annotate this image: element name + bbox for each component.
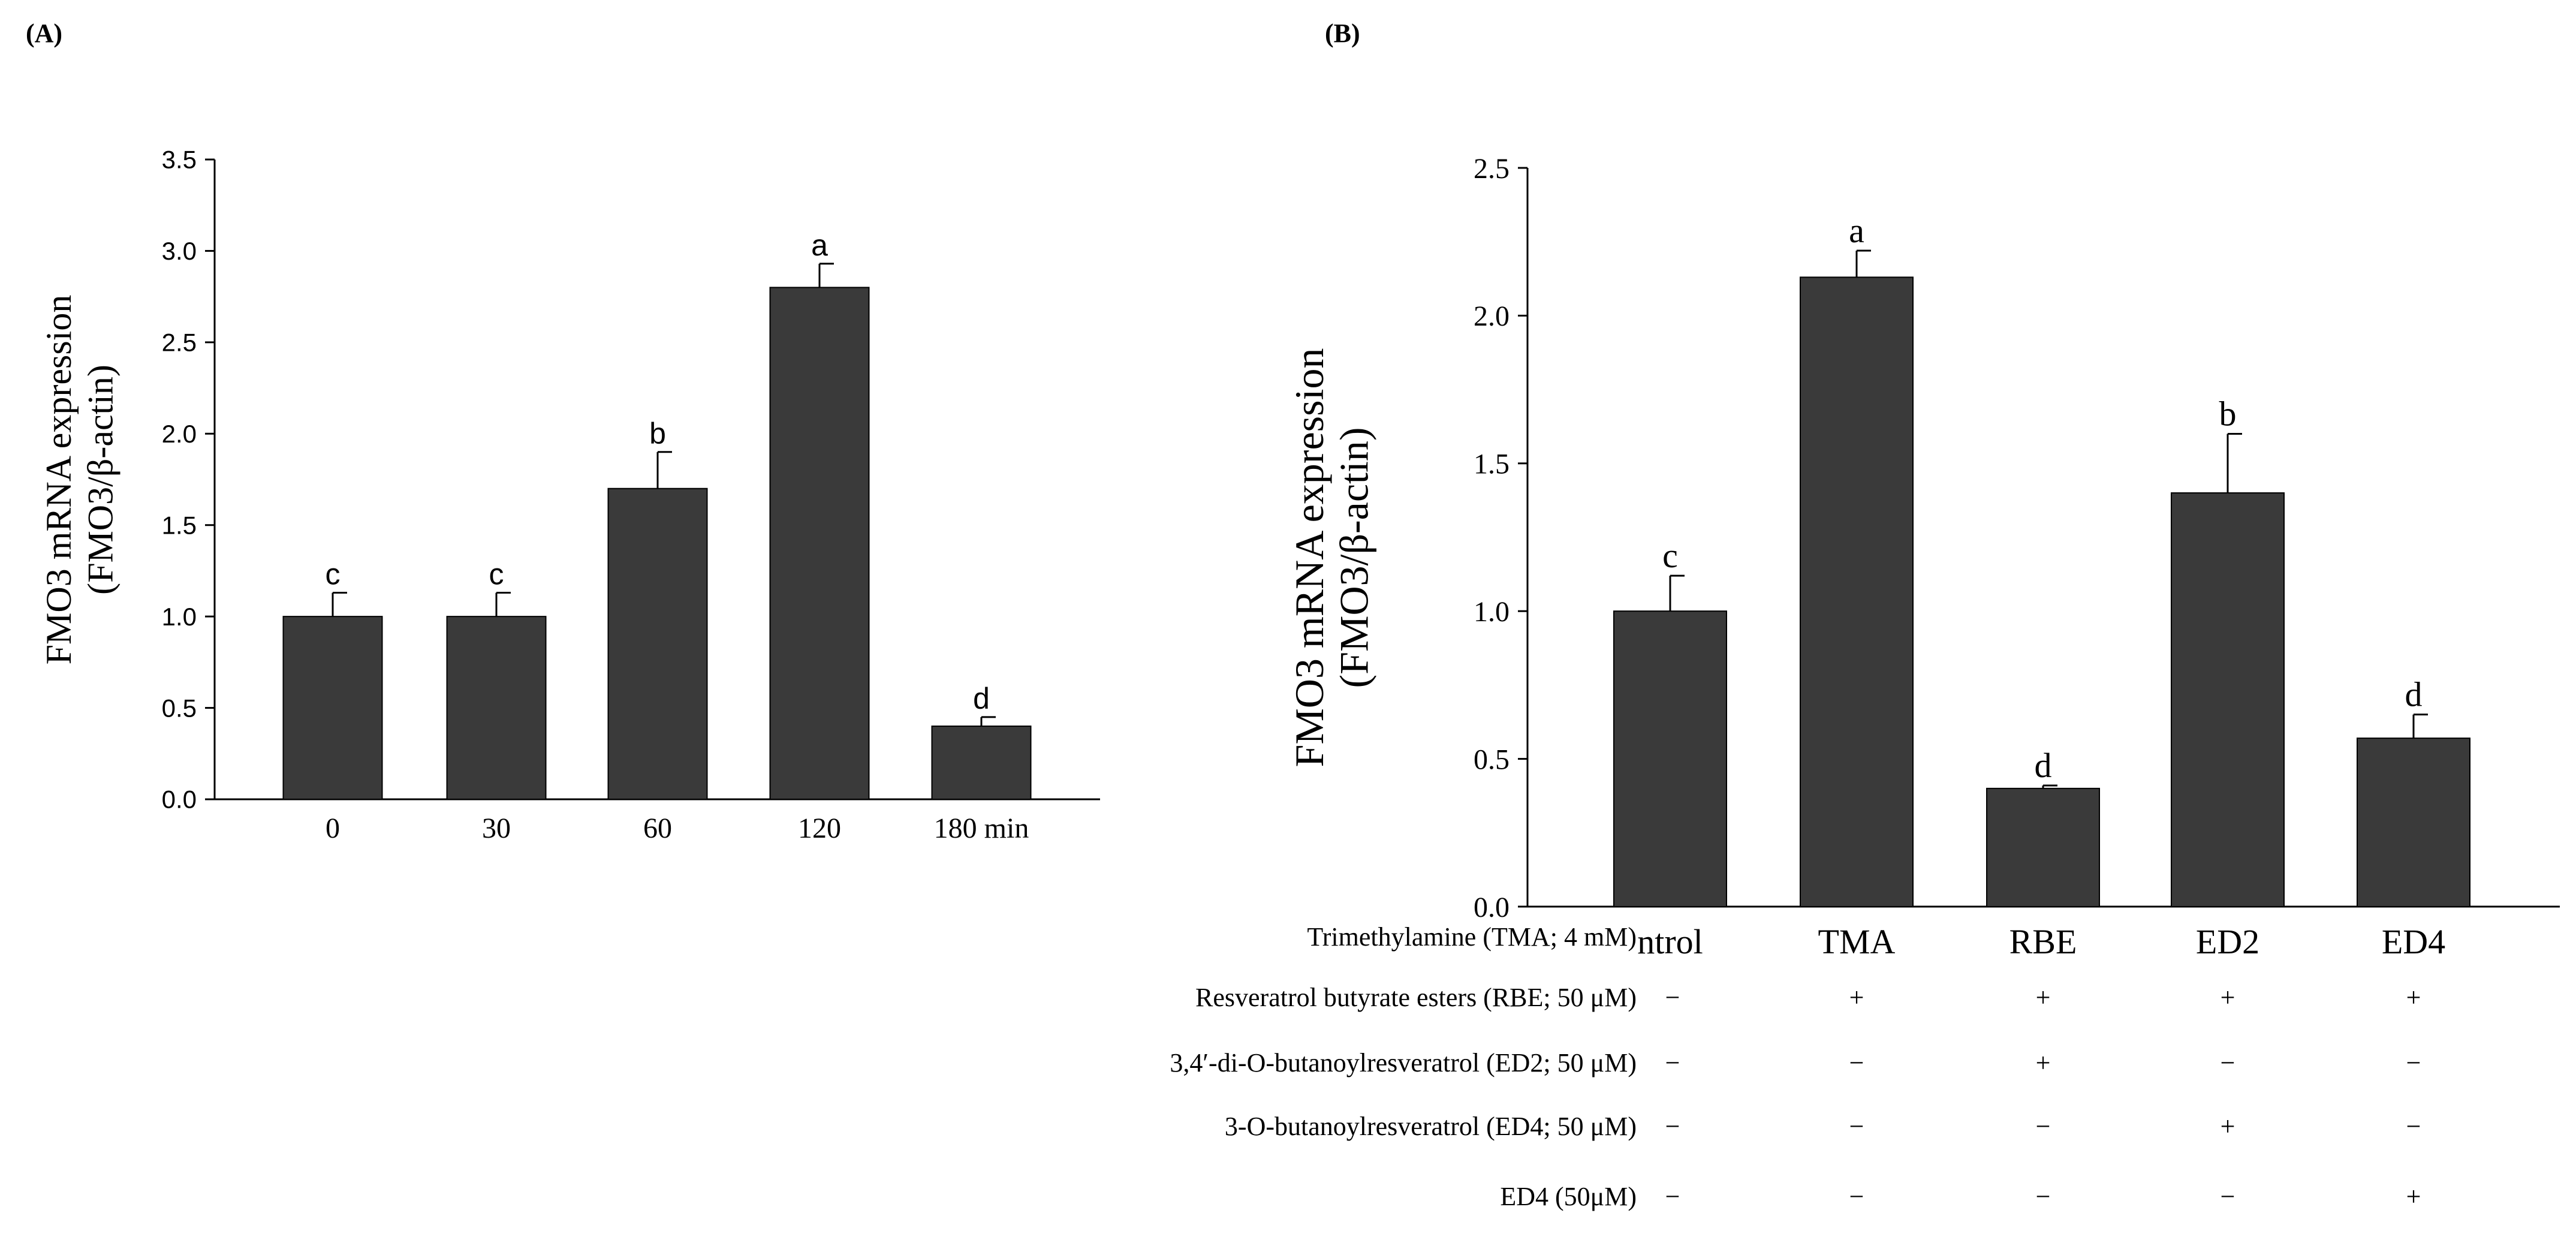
- treatment-mark: −: [1665, 983, 1680, 1012]
- panel-a-bar: [446, 616, 547, 800]
- panel-a-y-tick-label: 1.5: [162, 511, 197, 539]
- panel-a-category-label: 120: [798, 812, 841, 844]
- treatment-mark: +: [2221, 983, 2235, 1012]
- panel-b-category-label: ntrol: [1637, 922, 1703, 961]
- panel-a-y-axis-title-line1: FMO3 mRNA expression: [39, 295, 79, 665]
- panel-b-y-tick-label: 2.0: [1474, 300, 1510, 332]
- treatment-mark: −: [2221, 1048, 2235, 1078]
- panel-b-y-tick-label: 0.0: [1474, 892, 1510, 923]
- treatment-mark: +: [2406, 1182, 2421, 1211]
- panel-b-significance-letter: d: [2405, 675, 2423, 714]
- treatment-row-label: Trimethylamine (TMA; 4 mM): [1307, 922, 1637, 952]
- panel-a-bar: [282, 616, 383, 800]
- panel-b-category-label: ED4: [2382, 922, 2445, 961]
- treatment-row-label: ED4 (50μM): [1500, 1182, 1637, 1211]
- treatment-mark: −: [2406, 1112, 2421, 1141]
- treatment-mark: −: [1665, 1048, 1680, 1078]
- panel-b-bar: [1613, 610, 1727, 907]
- treatment-row-label: 3,4′-di-O-butanoylresveratrol (ED2; 50 μ…: [1170, 1048, 1637, 1078]
- panel-b-significance-letter: d: [2035, 746, 2052, 785]
- treatment-mark: −: [1665, 1112, 1680, 1141]
- panel-a-category-label: 30: [482, 812, 511, 844]
- panel-b-category-label: ED2: [2196, 922, 2259, 961]
- treatment-row-label: 3-O-butanoylresveratrol (ED4; 50 μM): [1225, 1112, 1637, 1141]
- treatment-mark: −: [2406, 1048, 2421, 1078]
- panel-b-significance-letter: b: [2219, 395, 2237, 434]
- panel-b-y-tick-label: 2.5: [1474, 153, 1510, 185]
- panel-a-y-tick-label: 2.5: [162, 329, 197, 357]
- panel-b-y-tick-label: 1.5: [1474, 449, 1510, 480]
- panel-b-bar: [1986, 787, 2100, 907]
- panel-a-category-label: 60: [643, 812, 672, 844]
- panel-b-significance-letter: a: [1849, 211, 1864, 250]
- panel-a-y-tick-label: 2.0: [162, 420, 197, 448]
- panel-b-bar: [2357, 738, 2470, 907]
- panel-a-bar: [769, 287, 870, 800]
- panel-a-significance-letter: c: [489, 558, 504, 591]
- panel-a-y-tick-label: 0.0: [162, 785, 197, 814]
- treatment-mark: −: [1849, 1048, 1864, 1078]
- panel-b-y-axis-title: FMO3 mRNA expression(FMO3/β-actin): [1287, 348, 1376, 768]
- treatment-mark: +: [2406, 983, 2421, 1012]
- panel-b-bar: [2171, 492, 2285, 907]
- treatment-mark: +: [2036, 1048, 2051, 1078]
- panel-b-label: (B): [1325, 19, 1360, 48]
- panel-a-y-axis-title-line2: (FMO3/β-actin): [80, 365, 120, 595]
- treatment-mark: −: [2221, 1182, 2235, 1211]
- panel-a-y-tick-label: 0.5: [162, 694, 197, 722]
- panel-a-y-axis-title: FMO3 mRNA expression (FMO3/β-actin): [39, 295, 120, 665]
- panel-b-category-label: RBE: [2009, 922, 2077, 961]
- treatment-mark: +: [2221, 1112, 2235, 1141]
- panel-b-bar: [1800, 276, 1914, 907]
- panel-b-y-tick-label: 0.5: [1474, 744, 1510, 775]
- panel-a-y-tick-label: 1.0: [162, 603, 197, 631]
- panel-a-y-tick-label: 3.5: [162, 146, 197, 174]
- panel-a-bar: [931, 726, 1032, 800]
- panel-a-bar: [607, 487, 708, 800]
- treatment-mark: −: [2036, 1182, 2051, 1211]
- panel-b-significance-letter: c: [1662, 536, 1678, 575]
- treatment-row-label: Resveratrol butyrate esters (RBE; 50 μM): [1195, 983, 1637, 1012]
- panel-a-label: (A): [26, 19, 62, 48]
- treatment-mark: −: [1849, 1182, 1864, 1211]
- treatment-mark: +: [2036, 983, 2051, 1012]
- panel-a-chart: (A) 0.0 0.5 1.0 1.5 2.0 2.5 3.0 3.5 FMO3 mRNA exp…: [26, 19, 1100, 844]
- panel-b-y-axis-title-line1: FMO3 mRNA expression: [1287, 348, 1332, 768]
- panel-b-treatment-table: Trimethylamine (TMA; 4 mM) Resveratrol bu…: [1170, 922, 2421, 1211]
- treatment-mark: −: [1849, 1112, 1864, 1141]
- panel-b-chart: (B) 0.0 0.5 1.0 1.5 2.0 2.5 FMO3 mRNA expressio…: [1287, 19, 2560, 961]
- panel-a-y-tick-label: 3.0: [162, 237, 197, 265]
- panel-b-category-label: TMA: [1818, 922, 1896, 961]
- panel-a-significance-letter: b: [649, 417, 666, 450]
- panel-b-y-axis-title-line2: (FMO3/β-actin): [1331, 428, 1376, 688]
- treatment-mark: +: [1849, 983, 1864, 1012]
- treatment-mark: −: [1665, 1182, 1680, 1211]
- panel-a-category-label: 0: [326, 812, 340, 844]
- panel-a-significance-letter: c: [326, 558, 341, 591]
- panel-a-significance-letter: a: [811, 228, 828, 262]
- panel-a-category-label: 180 min: [934, 812, 1029, 844]
- panel-a-significance-letter: d: [973, 682, 990, 715]
- treatment-mark: −: [2036, 1112, 2051, 1141]
- panel-b-y-tick-label: 1.0: [1474, 596, 1510, 628]
